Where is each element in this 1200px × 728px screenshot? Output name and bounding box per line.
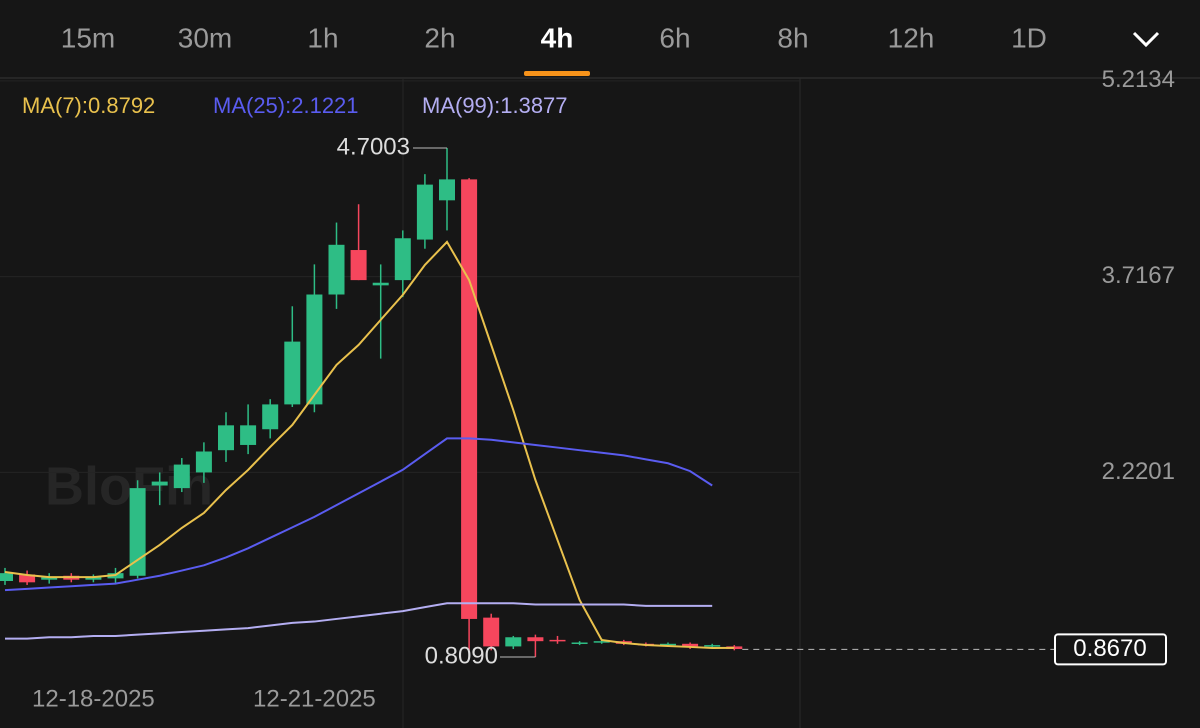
y-tick-label: 2.2201 — [1102, 458, 1175, 485]
candle-body — [41, 577, 58, 580]
legend-entry: MA(7):0.8792 — [22, 93, 155, 118]
y-tick-label: 5.2134 — [1102, 66, 1175, 93]
candle-body — [593, 641, 610, 643]
candle-body — [284, 341, 301, 405]
ma-line — [4, 437, 713, 592]
candle-body — [151, 481, 168, 486]
candle-body — [461, 179, 478, 619]
candle-body — [19, 574, 36, 583]
candle-body — [328, 244, 345, 295]
x-tick-label: 12-18-2025 — [32, 685, 155, 712]
more-timeframes[interactable] — [1132, 31, 1160, 48]
candle-body — [682, 643, 699, 647]
candle-body — [394, 238, 411, 281]
timeframe-tab[interactable]: 4h — [541, 22, 574, 53]
candle-body — [527, 637, 544, 642]
timeframe-tab[interactable]: 2h — [424, 22, 455, 53]
candle-body — [240, 425, 257, 445]
max-label: 4.7003 — [337, 133, 410, 160]
candle-body — [571, 642, 588, 644]
ma-line — [5, 602, 713, 640]
candle-body — [726, 646, 743, 650]
x-tick-label: 12-21-2025 — [253, 685, 376, 712]
ma-line — [4, 240, 735, 649]
candle-body — [372, 282, 389, 286]
candle-body — [306, 294, 323, 405]
candle-body — [350, 250, 367, 281]
candle-body — [439, 179, 455, 201]
candle-body — [173, 464, 190, 489]
legend-entry: MA(99):1.3877 — [422, 93, 568, 118]
timeframe-tab[interactable]: 15m — [61, 22, 115, 53]
timeframe-tab[interactable]: 8h — [777, 22, 808, 53]
candle-body — [85, 577, 102, 580]
candle-body — [129, 488, 146, 576]
last-price-box — [1054, 633, 1167, 666]
timeframe-tab[interactable]: 6h — [659, 22, 690, 53]
timeframe-tab[interactable]: 1h — [307, 22, 338, 53]
candle-body — [483, 617, 500, 647]
candle-body — [704, 645, 721, 647]
legend-entry: MA(25):2.1221 — [213, 93, 359, 118]
timeframe-tab[interactable]: 1D — [1011, 22, 1047, 53]
timeframe-tab[interactable]: 30m — [178, 22, 232, 53]
min-label: 0.8090 — [425, 642, 498, 669]
candle-body — [505, 637, 522, 647]
candle-body — [218, 425, 234, 451]
candle-body — [416, 184, 433, 240]
candle-body — [660, 643, 676, 646]
y-tick-label: 3.7167 — [1102, 262, 1175, 289]
candle-body — [549, 639, 566, 642]
active-tab-indicator — [524, 71, 590, 76]
candle-body — [262, 404, 279, 430]
timeframe-tab[interactable]: 12h — [888, 22, 935, 53]
candle-body — [195, 451, 212, 473]
last-price-label: 0.8670 — [1073, 635, 1146, 662]
candle-body — [0, 573, 13, 582]
